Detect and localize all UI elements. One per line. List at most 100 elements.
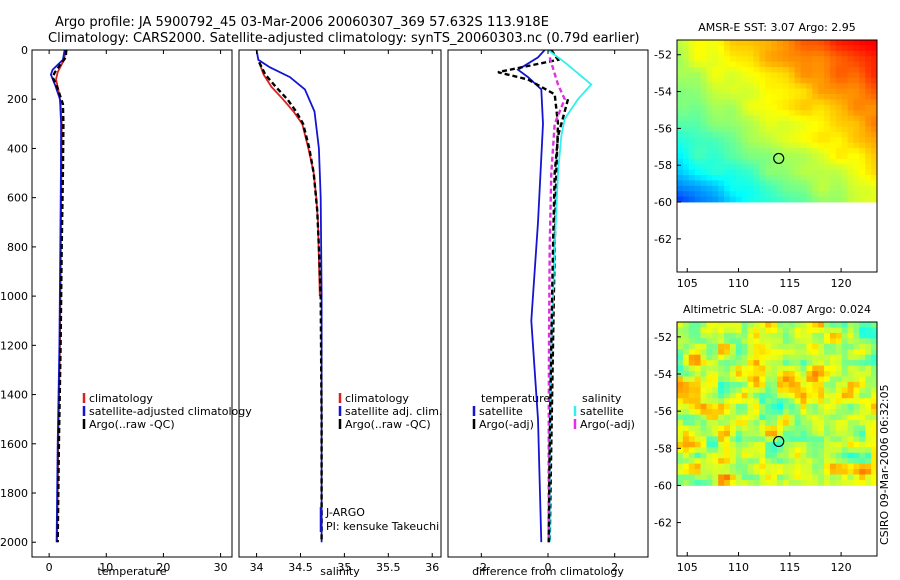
- sla_map-cell: [729, 409, 737, 416]
- sst_map-cell: [677, 94, 684, 100]
- sst_map-cell: [824, 104, 831, 111]
- sst_map-cell: [735, 142, 743, 149]
- sst_map-cell: [853, 180, 860, 187]
- sst_map-cell: [688, 126, 696, 133]
- sst_map-cell: [800, 191, 807, 198]
- sst_map-cell: [729, 169, 737, 176]
- sla_map-cell: [859, 474, 866, 481]
- sst_map-cell: [677, 61, 684, 68]
- sst_map-cell: [859, 61, 866, 68]
- sla_map-cell: [706, 469, 713, 475]
- sla_map-cell: [706, 371, 713, 377]
- sla_map-cell: [735, 436, 743, 443]
- sst_map-cell: [771, 56, 778, 62]
- sst_map-cell: [777, 110, 784, 117]
- sst_map-cell: [782, 40, 790, 46]
- sst_map-cell: [771, 164, 778, 171]
- sst_map-cell: [700, 164, 707, 171]
- sst_map-cell: [824, 72, 831, 79]
- sla_map-cell: [741, 420, 748, 426]
- sla_map-cell: [677, 403, 684, 410]
- sla_map-cell: [753, 469, 760, 475]
- sst_map-cell: [718, 153, 725, 160]
- sla_map-cell: [771, 387, 778, 394]
- sla_map-cell: [718, 430, 725, 437]
- sst_map-cell: [724, 72, 731, 79]
- sla_map-cell: [718, 376, 725, 383]
- sst_map-cell: [700, 196, 707, 203]
- temperature-ytick-label-1: 200: [7, 93, 28, 106]
- sla_map-cell: [747, 392, 754, 399]
- sst_map-cell: [724, 77, 731, 84]
- sla_map-cell: [788, 441, 796, 448]
- sst_map-cell: [694, 104, 701, 111]
- sla_map-cell: [800, 479, 807, 486]
- sst_map-cell: [735, 131, 743, 138]
- sst_map-cell: [812, 77, 819, 84]
- difference-xlabel: difference from climatology: [472, 565, 624, 578]
- sla_map-cell: [829, 381, 837, 388]
- sst_map-cell: [800, 45, 807, 52]
- sla_map-cell: [694, 458, 701, 465]
- sla_map-cell: [847, 441, 854, 448]
- sla_map-cell: [812, 403, 819, 410]
- sla_map-cell: [800, 463, 807, 470]
- sla_map-cell: [706, 414, 713, 421]
- sla_map-cell: [835, 398, 843, 405]
- sst_map-cell: [794, 185, 801, 192]
- sst_map-cell: [682, 126, 690, 133]
- temperature-profile-plot: 0 10 20 30020040060080010001200140016001800…: [0, 44, 252, 578]
- sla_map-cell: [859, 463, 866, 470]
- sla_map-cell: [853, 469, 860, 475]
- sst_map-cell: [677, 131, 684, 138]
- sst_map-cell: [871, 191, 878, 198]
- sst_map-cell: [777, 94, 784, 100]
- sla_map-cell: [700, 371, 707, 377]
- sla_map-cell: [829, 441, 837, 448]
- sla_map-cell: [706, 420, 713, 426]
- sla_map-cell: [806, 376, 813, 383]
- sst_map-cell: [706, 88, 713, 95]
- sla_map-cell: [865, 463, 872, 470]
- sst_map-cell: [741, 142, 748, 149]
- sla_map-cell: [759, 441, 766, 448]
- sst_map-cell: [712, 137, 719, 144]
- sst_map-cell: [853, 77, 860, 84]
- sst_map-cell: [741, 50, 748, 57]
- sst_map-cell: [724, 88, 731, 95]
- sla_map-cell: [718, 436, 725, 443]
- sst_map-cell: [741, 126, 748, 133]
- sst_map-cell: [800, 83, 807, 90]
- sla_map-cell: [712, 381, 719, 388]
- sst_map-cell: [682, 67, 690, 73]
- sst_map-cell: [771, 137, 778, 144]
- sla_map-cell: [865, 354, 872, 361]
- sst_map-cell: [735, 72, 743, 79]
- sst_map-cell: [677, 67, 684, 73]
- sla_map-cell: [747, 376, 754, 383]
- sst_map-cell: [765, 142, 772, 149]
- sst_map-cell: [747, 45, 754, 52]
- sla_map-cell: [859, 338, 866, 345]
- sst_map-cell: [765, 104, 772, 111]
- sla_map-cell: [682, 474, 690, 481]
- sst_map-cell: [794, 153, 801, 160]
- sst_map-cell: [829, 121, 837, 127]
- sla_map-cell: [759, 322, 766, 328]
- sst_map-cell: [741, 104, 748, 111]
- sst_map-cell: [682, 40, 690, 46]
- sst_map-cell: [841, 180, 848, 187]
- sst_map-cell: [741, 83, 748, 90]
- sst_map-cell: [829, 175, 837, 181]
- sla_map-cell: [700, 354, 707, 361]
- sla_map-cell: [853, 441, 860, 448]
- sst_map-cell: [824, 148, 831, 154]
- sla_map-cell: [818, 332, 825, 339]
- sst_map-cell: [735, 104, 743, 111]
- sla_map-cell: [718, 479, 725, 486]
- sla_map-cell: [777, 447, 784, 454]
- sst_map-cell: [735, 50, 743, 57]
- sst_map-cell: [847, 40, 854, 46]
- sst_map-cell: [735, 99, 743, 106]
- sla_map-cell: [677, 349, 684, 356]
